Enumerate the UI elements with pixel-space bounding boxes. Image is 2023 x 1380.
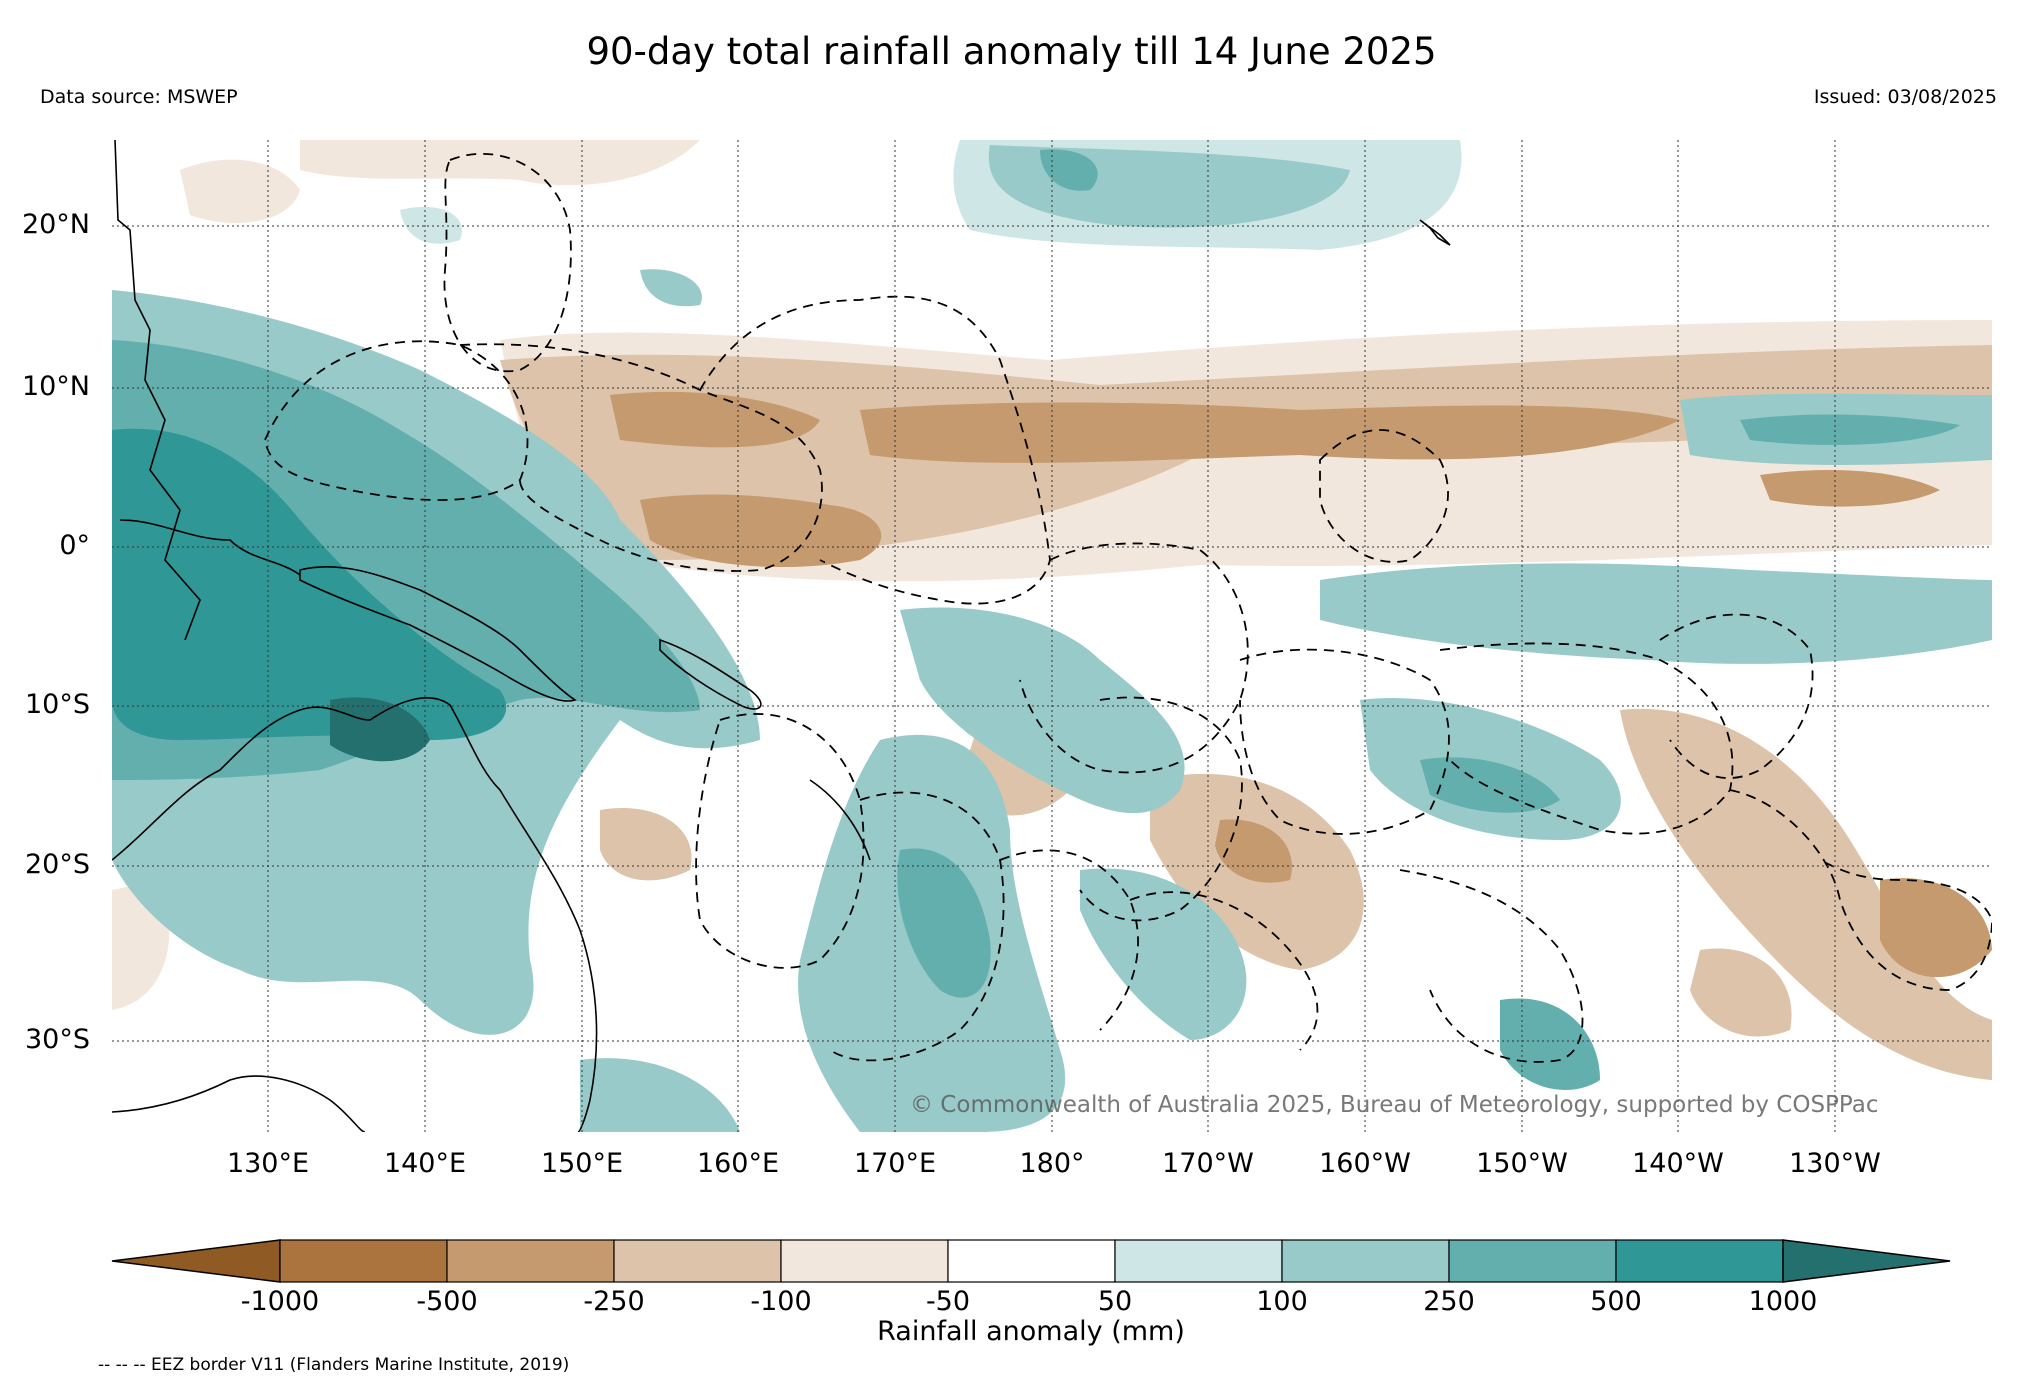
lat-label: 10°S bbox=[25, 689, 90, 720]
eez-borders bbox=[264, 152, 1992, 1063]
lon-label: 150°W bbox=[1476, 1148, 1568, 1179]
colorbar-tick-label: 1000 bbox=[1748, 1286, 1818, 1317]
colorbar-high-extension bbox=[1782, 1239, 1951, 1283]
new-guinea-coastline bbox=[299, 565, 577, 702]
lon-label: 170°W bbox=[1162, 1148, 1254, 1179]
hawaii-coastline bbox=[1419, 219, 1451, 246]
colorbar-tick-label: -100 bbox=[750, 1286, 812, 1317]
colorbar-tick-label: -500 bbox=[416, 1286, 478, 1317]
lon-label: 140°W bbox=[1632, 1148, 1724, 1179]
colorbar-bin bbox=[613, 1239, 782, 1283]
lat-label: 10°N bbox=[21, 371, 90, 402]
colorbar bbox=[111, 1239, 1951, 1283]
philippines-coastline bbox=[114, 140, 201, 641]
new-caledonia-coastline bbox=[809, 779, 871, 861]
map-title: 90-day total rainfall anomaly till 14 Ju… bbox=[586, 30, 1437, 73]
lon-label: 160°E bbox=[696, 1148, 780, 1179]
lon-label: 150°E bbox=[540, 1148, 624, 1179]
coastlines bbox=[112, 140, 1451, 1132]
lon-label: 170°E bbox=[853, 1148, 937, 1179]
lat-label: 20°S bbox=[25, 849, 90, 880]
issued-date-label: Issued: 03/08/2025 bbox=[1813, 86, 1997, 108]
solomon-islands-coastline bbox=[659, 638, 762, 710]
map-plot-area bbox=[112, 140, 1992, 1132]
colorbar-title: Rainfall anomaly (mm) bbox=[877, 1316, 1185, 1347]
south-coastline bbox=[112, 1075, 366, 1132]
colorbar-low-extension bbox=[111, 1239, 281, 1283]
colorbar-bin bbox=[279, 1239, 448, 1283]
colorbar-bin bbox=[947, 1239, 1116, 1283]
graticule bbox=[112, 140, 1992, 1132]
indonesia-coastline bbox=[119, 519, 301, 576]
dry-anomaly-regions bbox=[112, 140, 1992, 1080]
colorbar-tick-label: -1000 bbox=[240, 1286, 320, 1317]
lon-label: 130°E bbox=[226, 1148, 310, 1179]
lon-label: 140°E bbox=[383, 1148, 467, 1179]
eez-border-note: -- -- -- EEZ border V11 (Flanders Marine… bbox=[98, 1355, 570, 1375]
lon-label: 130°W bbox=[1789, 1148, 1881, 1179]
lon-label: 180° bbox=[1019, 1148, 1085, 1179]
lon-label: 160°W bbox=[1319, 1148, 1411, 1179]
colorbar-tick-label: 50 bbox=[1097, 1286, 1133, 1317]
data-source-label: Data source: MSWEP bbox=[40, 86, 238, 108]
copyright-notice: © Commonwealth of Australia 2025, Bureau… bbox=[910, 1092, 1879, 1118]
wet-anomaly-regions bbox=[112, 140, 1992, 1132]
colorbar-bin bbox=[1281, 1239, 1450, 1283]
colorbar-bin bbox=[1448, 1239, 1617, 1283]
colorbar-bin bbox=[1114, 1239, 1283, 1283]
lat-label: 20°N bbox=[21, 209, 90, 240]
colorbar-tick-label: -50 bbox=[925, 1286, 971, 1317]
colorbar-bin bbox=[780, 1239, 949, 1283]
colorbar-tick-label: 100 bbox=[1256, 1286, 1308, 1317]
lat-label: 0° bbox=[59, 530, 90, 561]
lat-label: 30°S bbox=[25, 1024, 90, 1055]
colorbar-tick-label: -250 bbox=[583, 1286, 645, 1317]
colorbar-tick-label: 250 bbox=[1423, 1286, 1475, 1317]
colorbar-bin bbox=[446, 1239, 615, 1283]
colorbar-bin bbox=[1615, 1239, 1784, 1283]
australia-coastline bbox=[112, 697, 598, 1132]
colorbar-tick-label: 500 bbox=[1590, 1286, 1642, 1317]
